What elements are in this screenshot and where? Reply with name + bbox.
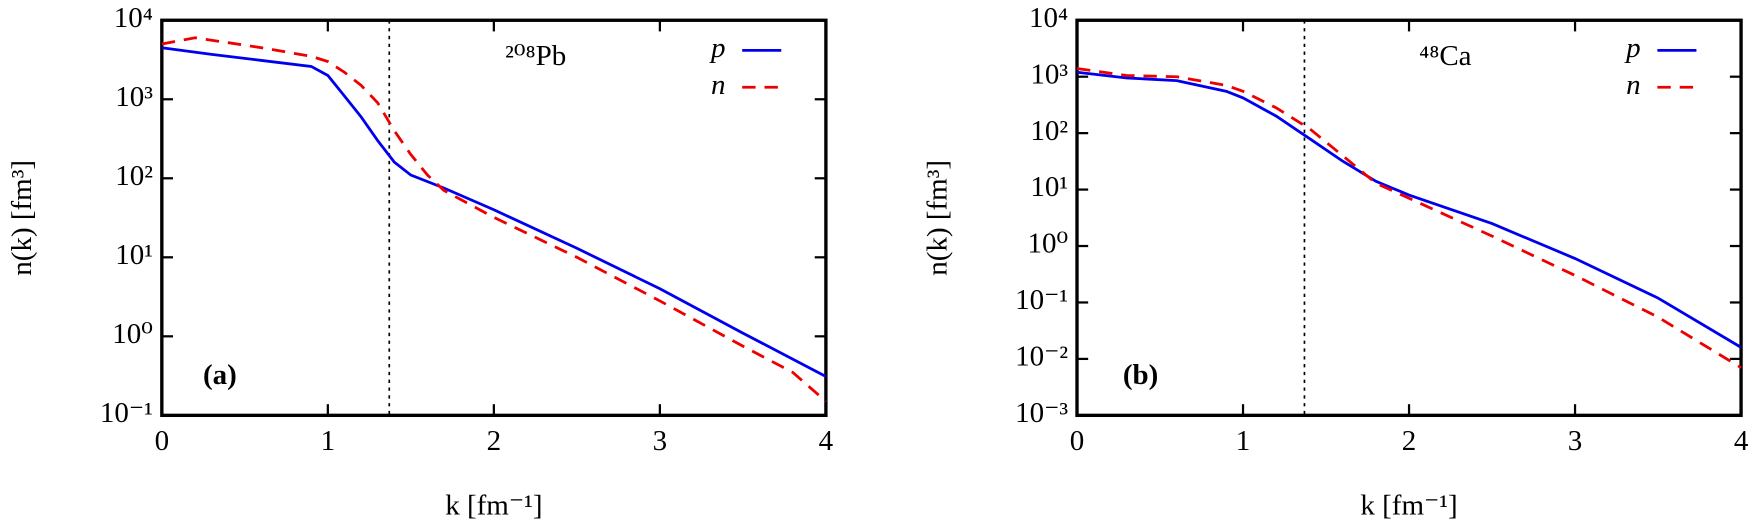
plot-frame xyxy=(160,18,828,418)
x-tick-label: 2 xyxy=(1402,425,1417,457)
legend-label: n xyxy=(711,69,726,101)
y-tick-label: 10⁴ xyxy=(114,2,153,34)
y-tick-label: 10³ xyxy=(115,81,153,113)
y-tick-label: 10⁰ xyxy=(1027,228,1068,260)
y-tick-label: 10⁴ xyxy=(1029,2,1068,34)
y-axis-label: n(k) [fm³] xyxy=(6,160,38,276)
legend-label: p xyxy=(1624,32,1641,64)
x-tick-label: 0 xyxy=(1070,425,1085,457)
x-tick-label: 3 xyxy=(653,425,668,457)
y-axis-label: n(k) [fm³] xyxy=(921,160,953,276)
y-tick-label: 10² xyxy=(115,160,153,192)
y-tick-label: 10⁻² xyxy=(1015,341,1068,373)
y-tick-label: 10¹ xyxy=(1030,171,1068,203)
legend-label: n xyxy=(1626,69,1641,101)
y-tick-label: 10⁻¹ xyxy=(100,397,153,429)
x-tick-label: 1 xyxy=(1236,425,1251,457)
x-tick-label: 4 xyxy=(1734,425,1749,457)
annotation: (b) xyxy=(1123,359,1158,391)
x-tick-label: 4 xyxy=(819,425,834,457)
legend-label: p xyxy=(709,32,726,64)
annotation: ²⁰⁸Pb xyxy=(505,40,566,72)
annotation: (a) xyxy=(203,359,237,391)
y-tick-label: 10⁻³ xyxy=(1015,397,1068,429)
y-tick-label: 10³ xyxy=(1030,58,1068,90)
x-axis-label: k [fm⁻¹] xyxy=(1360,490,1457,522)
data-line xyxy=(1076,70,1742,349)
x-tick-label: 3 xyxy=(1568,425,1583,457)
y-tick-label: 10⁰ xyxy=(112,318,153,350)
y-tick-label: 10² xyxy=(1030,115,1068,147)
x-axis-label: k [fm⁻¹] xyxy=(445,490,542,522)
annotation: ⁴⁸Ca xyxy=(1419,40,1472,72)
y-tick-label: 10¹ xyxy=(115,239,153,271)
x-tick-label: 0 xyxy=(155,425,170,457)
data-line xyxy=(161,46,827,378)
y-tick-label: 10⁻¹ xyxy=(1015,284,1068,316)
data-line xyxy=(161,36,827,403)
data-line xyxy=(1076,67,1742,369)
x-tick-label: 2 xyxy=(487,425,502,457)
x-tick-label: 1 xyxy=(321,425,336,457)
